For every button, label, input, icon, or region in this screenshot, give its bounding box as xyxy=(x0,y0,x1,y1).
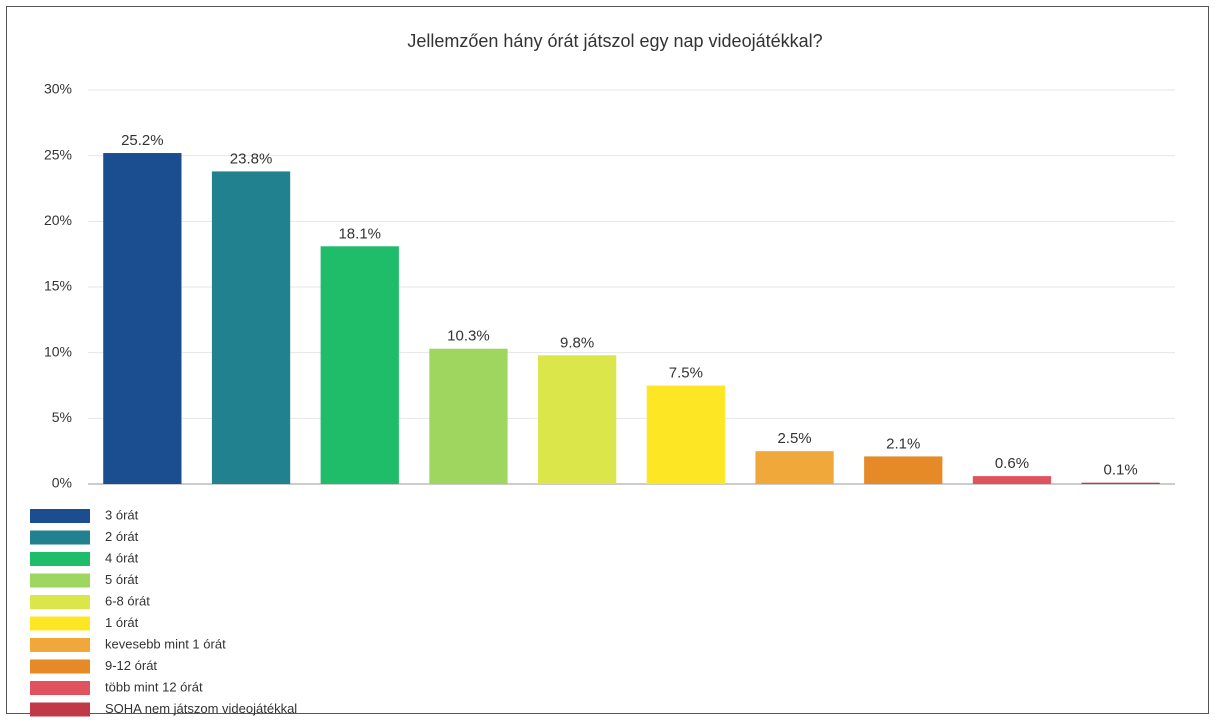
legend-label: 2 órát xyxy=(105,529,139,544)
y-tick-label: 20% xyxy=(44,212,72,228)
legend-swatch xyxy=(30,659,90,674)
legend-label: 6-8 órát xyxy=(105,593,150,608)
bar xyxy=(646,385,725,484)
legend-swatch xyxy=(30,702,90,717)
legend-label: 1 órát xyxy=(105,615,139,630)
y-tick-label: 10% xyxy=(44,343,72,359)
legend-label: 5 órát xyxy=(105,572,139,587)
legend-label: kevesebb mint 1 órát xyxy=(105,636,226,651)
value-label: 23.8% xyxy=(230,150,273,167)
bar xyxy=(429,348,508,484)
y-tick-label: 0% xyxy=(52,475,72,491)
value-label: 10.3% xyxy=(447,328,490,345)
bar xyxy=(864,456,943,484)
value-label: 2.5% xyxy=(777,430,811,447)
y-tick-label: 30% xyxy=(44,81,72,97)
value-label: 18.1% xyxy=(338,225,381,242)
value-label: 0.6% xyxy=(995,455,1029,472)
y-tick-label: 5% xyxy=(52,409,72,425)
value-label: 7.5% xyxy=(669,364,703,381)
legend-swatch xyxy=(30,552,90,566)
y-tick-label: 25% xyxy=(44,146,72,162)
legend-label: 9-12 órát xyxy=(105,658,157,673)
legend-label: 3 órát xyxy=(105,507,139,522)
legend-swatch xyxy=(30,530,90,545)
legend-swatch xyxy=(30,616,90,631)
value-label: 25.2% xyxy=(121,132,164,149)
bar xyxy=(211,171,291,484)
bar xyxy=(538,355,617,484)
legend-label: 4 órát xyxy=(105,550,139,565)
value-label: 0.1% xyxy=(1104,462,1138,479)
legend-label: több mint 12 órát xyxy=(105,679,203,694)
bar xyxy=(320,246,399,484)
y-tick-label: 15% xyxy=(44,278,72,294)
value-label: 9.8% xyxy=(560,334,594,351)
legend-label: SOHA nem játszom videojátékkal xyxy=(105,701,297,716)
legend-swatch xyxy=(30,595,90,609)
legend-swatch xyxy=(30,509,90,523)
chart-title: Jellemzően hány órát játszol egy nap vid… xyxy=(407,31,822,51)
bar xyxy=(1081,482,1160,484)
legend-swatch xyxy=(30,681,90,695)
bar xyxy=(755,451,834,484)
bar xyxy=(103,153,182,485)
legend-swatch xyxy=(30,573,90,588)
value-label: 2.1% xyxy=(886,435,920,452)
legend-swatch xyxy=(30,638,90,652)
bar xyxy=(972,476,1052,484)
